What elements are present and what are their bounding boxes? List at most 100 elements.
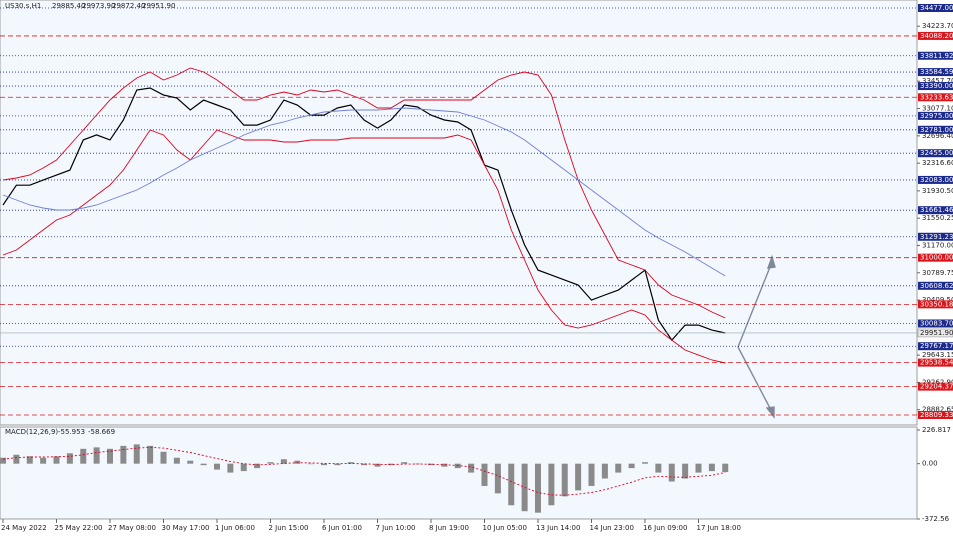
- histogram-bar: [428, 463, 434, 466]
- series-line: [2, 67, 726, 319]
- level-box: [918, 82, 953, 91]
- header-price: 29951.90: [142, 2, 175, 10]
- x-tick-label: 1 Jun 06:00: [215, 524, 255, 532]
- histogram-bar: [214, 463, 220, 470]
- signal-line: [2, 446, 726, 496]
- level-box: [918, 281, 953, 290]
- histogram-bar: [401, 462, 408, 464]
- level-box: [918, 93, 953, 102]
- series-line: [2, 107, 726, 277]
- histogram-bar: [468, 463, 475, 473]
- histogram-bar: [548, 463, 555, 506]
- histogram-bar: [361, 463, 368, 466]
- level-label: 28809.33: [920, 411, 953, 419]
- macd-pane: [0, 426, 918, 520]
- histogram-bar: [240, 463, 247, 472]
- histogram-bar: [93, 447, 100, 464]
- histogram-bar: [668, 463, 675, 482]
- y-tick-label: 0.00: [922, 460, 938, 468]
- x-tick-label: 2 Jun 15:00: [269, 524, 309, 532]
- y-tick-label: 33457.70: [922, 77, 953, 85]
- level-label: 32455.00: [920, 149, 953, 157]
- histogram-bar: [682, 463, 689, 479]
- level-label: 29767.17: [920, 342, 953, 350]
- level-box: [918, 206, 953, 215]
- y-tick-label: 32696.40: [922, 132, 953, 140]
- level-label: 29204.37: [920, 383, 953, 391]
- level-label: 31661.46: [920, 206, 953, 214]
- x-tick-label: 10 Jun 05:00: [483, 524, 527, 532]
- histogram-bar: [334, 463, 341, 466]
- level-label: 34477.00: [920, 4, 953, 12]
- x-tick-label: 27 May 08:00: [108, 524, 156, 532]
- y-tick-label: 31550.25: [922, 214, 953, 222]
- header-price: 29885.40: [52, 2, 85, 10]
- level-box: [918, 358, 953, 367]
- histogram-bar: [200, 463, 207, 466]
- histogram-bar: [642, 462, 648, 464]
- header-price: 29973.90: [82, 2, 115, 10]
- level-box: [918, 149, 953, 158]
- y-tick-label: 29643.15: [922, 351, 953, 359]
- macd-legend-value: -58.669: [88, 428, 115, 436]
- level-box: [918, 300, 953, 309]
- level-label: 33233.63: [920, 93, 953, 101]
- y-tick-label: 30789.75: [922, 269, 953, 277]
- y-tick-label: 32316.60: [922, 159, 953, 167]
- y-tick-label: 30409.50: [922, 296, 953, 304]
- histogram-bar: [481, 463, 488, 486]
- arrow-down: [737, 346, 773, 413]
- level-box: [918, 4, 953, 12]
- histogram-bar: [374, 463, 381, 467]
- arrow-head: [765, 406, 775, 420]
- header-price: 29872.40: [112, 2, 145, 10]
- histogram-bar: [321, 463, 327, 466]
- histogram-bar: [160, 451, 167, 464]
- histogram-bar: [347, 462, 354, 464]
- histogram-bar: [173, 457, 180, 464]
- level-label: 29538.54: [920, 359, 953, 367]
- level-box: [918, 382, 953, 391]
- x-tick-label: 13 Jun 14:00: [536, 524, 580, 532]
- x-tick-label: 24 May 2022: [1, 524, 47, 532]
- current-price-label: 29951.90: [920, 329, 953, 337]
- x-tick-label: 14 Jun 23:00: [590, 524, 634, 532]
- histogram-bar: [254, 463, 261, 469]
- level-box: [918, 31, 953, 40]
- series-line: [2, 129, 726, 364]
- level-box: [918, 175, 953, 184]
- histogram-bar: [615, 463, 622, 473]
- y-tick-label: 33077.10: [922, 105, 953, 113]
- histogram-bar: [708, 463, 715, 472]
- x-tick-label: 16 Jun 09:00: [643, 524, 687, 532]
- current-price-box: [917, 328, 953, 338]
- histogram-bar: [307, 463, 314, 465]
- y-tick-label: 34223.70: [922, 22, 953, 30]
- y-tick-label: 28882.65: [922, 406, 953, 414]
- histogram-bar: [120, 445, 127, 464]
- macd-title: MACD(12,26,9): [5, 428, 58, 436]
- level-label: 33584.59: [920, 68, 953, 76]
- level-box: [918, 68, 953, 77]
- macd-legend-value: -55.953: [58, 428, 85, 436]
- level-label: 33811.92: [920, 52, 953, 60]
- y-tick-label: 226.817: [922, 426, 951, 434]
- histogram-bar: [588, 463, 595, 486]
- histogram-bar: [561, 463, 568, 497]
- level-box: [918, 319, 953, 328]
- histogram-bar: [508, 463, 515, 506]
- histogram-bar: [26, 456, 33, 464]
- histogram-bar: [387, 463, 394, 466]
- level-label: 30608.62: [920, 282, 953, 290]
- level-box: [918, 111, 953, 120]
- histogram-bar: [53, 456, 60, 464]
- histogram-bar: [722, 463, 729, 472]
- histogram-bar: [267, 462, 274, 464]
- level-box: [918, 232, 953, 241]
- level-label: 31000.00: [920, 254, 953, 262]
- x-tick-label: 7 Jun 10:00: [376, 524, 416, 532]
- histogram-bar: [40, 457, 47, 464]
- histogram-bar: [107, 448, 113, 464]
